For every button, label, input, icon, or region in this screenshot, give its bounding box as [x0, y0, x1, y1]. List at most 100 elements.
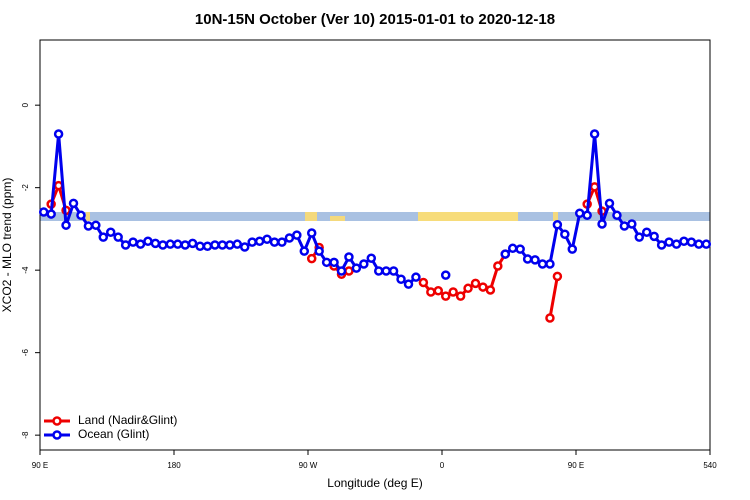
data-point [91, 220, 101, 230]
data-point [83, 221, 94, 231]
data-point [306, 253, 317, 264]
data-point [455, 291, 466, 301]
data-point [366, 253, 377, 263]
data-point [582, 210, 592, 221]
data-point [232, 239, 243, 249]
data-point [656, 240, 667, 250]
data-point [381, 266, 391, 276]
data-point [165, 239, 176, 249]
data-point [664, 237, 674, 247]
data-point [172, 239, 183, 249]
data-point [545, 313, 555, 323]
data-point [336, 266, 347, 276]
data-point [537, 259, 548, 269]
data-point [150, 238, 161, 249]
data-point [284, 233, 295, 243]
data-point [239, 242, 250, 252]
data-point [143, 236, 153, 247]
data-point [321, 257, 332, 268]
data-point [195, 241, 205, 251]
data-point [359, 259, 369, 269]
data-point [589, 182, 600, 192]
x-axis-label: Longitude (deg E) [327, 476, 422, 490]
data-point [552, 271, 563, 282]
data-point [53, 180, 64, 191]
series-line [43, 132, 707, 286]
data-point [627, 219, 637, 229]
data-point [545, 259, 555, 269]
data-point [68, 198, 79, 209]
data-point [135, 239, 146, 249]
data-point [180, 240, 190, 250]
data-point [649, 231, 659, 242]
data-point [314, 246, 324, 256]
y-tick-label: -8 [21, 431, 30, 439]
legend-label: Ocean (Glint) [78, 427, 149, 441]
data-point [120, 240, 131, 250]
data-point [612, 210, 622, 221]
data-point [641, 227, 652, 237]
data-point [493, 261, 503, 271]
data-point [299, 246, 310, 256]
data-point [530, 255, 540, 265]
data-point [567, 244, 578, 254]
data-point [470, 278, 481, 289]
data-point [388, 266, 399, 276]
y-tick-label: -4 [21, 266, 30, 274]
data-point [634, 232, 645, 242]
data-point [247, 237, 257, 247]
data-point [128, 237, 138, 247]
y-axis-label: XCO2 - MLO trend (ppm) [0, 178, 14, 313]
data-point [344, 252, 354, 262]
data-point [76, 210, 86, 221]
data-point [560, 229, 570, 240]
data-point [515, 244, 525, 254]
data-point [277, 237, 287, 247]
data-point [98, 232, 109, 242]
data-point [373, 266, 384, 276]
data-point [679, 236, 689, 247]
data-point [306, 228, 317, 238]
data-point [351, 263, 362, 273]
data-point [217, 240, 228, 250]
data-point [686, 237, 697, 247]
y-tick-label: -6 [21, 349, 30, 357]
data-point [448, 287, 458, 297]
data-point [418, 277, 429, 288]
data-point [113, 232, 123, 242]
legend-marker [52, 430, 62, 440]
data-point [411, 272, 421, 282]
x-tick-label: 90 E [32, 461, 48, 470]
y-tick-label: 0 [21, 102, 30, 107]
data-point [463, 283, 473, 294]
chart-title: 10N-15N October (Ver 10) 2015-01-01 to 2… [195, 11, 555, 28]
data-point [485, 285, 496, 295]
data-point [694, 239, 704, 249]
data-point [552, 220, 563, 230]
data-point [61, 220, 71, 230]
data-point [292, 230, 302, 240]
data-point [589, 129, 600, 139]
data-point [619, 221, 630, 231]
data-point [187, 238, 198, 249]
data-point [202, 241, 213, 251]
data-point [433, 286, 444, 296]
x-tick-label: 90 W [299, 461, 318, 470]
x-tick-label: 0 [440, 461, 445, 470]
data-point [225, 240, 235, 250]
data-point [500, 249, 511, 259]
legend-label: Land (Nadir&Glint) [78, 413, 177, 427]
x-tick-label: 90 E [568, 461, 584, 470]
data-point [53, 129, 64, 139]
data-point [158, 240, 168, 250]
data-point [522, 254, 533, 264]
x-tick-label: 540 [703, 461, 717, 470]
data-point [507, 243, 518, 254]
data-point [46, 209, 56, 219]
data-point [426, 287, 436, 297]
data-point [671, 239, 682, 249]
map-strip [40, 212, 710, 221]
data-point [440, 270, 451, 280]
data-point [262, 234, 272, 244]
data-point [105, 227, 116, 237]
